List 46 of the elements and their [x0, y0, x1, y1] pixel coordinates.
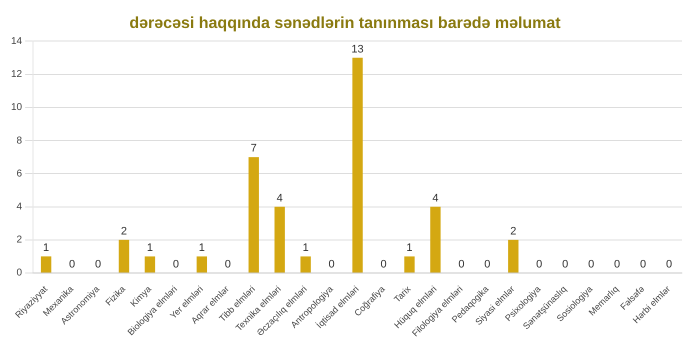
bar	[300, 256, 311, 272]
data-label: 0	[640, 258, 646, 271]
y-tick-label: 6	[16, 168, 23, 180]
data-label: 4	[432, 192, 438, 204]
bar	[118, 240, 130, 272]
x-tick-label: Tarix	[392, 284, 413, 304]
data-label: 0	[484, 258, 490, 271]
bar	[248, 157, 259, 272]
y-tick-label: 12	[11, 69, 23, 80]
data-label: 0	[68, 258, 76, 271]
data-label: 0	[380, 258, 387, 271]
data-label: 13	[351, 43, 364, 56]
data-label: 2	[510, 225, 516, 238]
data-label: 0	[328, 258, 335, 271]
data-label: 0	[458, 258, 464, 271]
data-label: 2	[120, 225, 128, 238]
bar	[404, 256, 415, 272]
data-label: 0	[588, 258, 594, 271]
data-label: 0	[172, 258, 179, 271]
data-label: 4	[276, 192, 283, 204]
y-tick-label: 10	[11, 102, 23, 114]
bar	[40, 256, 52, 272]
data-label: 7	[250, 142, 257, 155]
data-label: 0	[614, 258, 620, 271]
data-label: 1	[146, 242, 153, 254]
data-label: 1	[406, 242, 413, 254]
data-label: 1	[43, 242, 50, 254]
y-tick-label: 8	[16, 135, 23, 146]
y-tick-label: 2	[16, 234, 23, 246]
bar	[430, 206, 441, 272]
bar	[196, 256, 208, 272]
data-label: 0	[562, 258, 568, 271]
y-tick-label: 14	[11, 36, 23, 47]
bar	[274, 206, 285, 272]
data-label: 0	[666, 258, 672, 271]
chart-title: dərəcəsi haqqında sənədlərin tanınması barədə məlumat	[129, 15, 562, 32]
data-label: 0	[94, 258, 102, 271]
y-tick-label: 4	[16, 202, 23, 212]
data-label: 1	[198, 242, 205, 254]
bar	[352, 58, 363, 272]
bar	[508, 240, 518, 272]
data-label: 1	[302, 242, 309, 254]
data-label: 0	[536, 258, 542, 271]
data-label: 0	[224, 258, 231, 271]
y-tick-label: 0	[16, 268, 23, 279]
bar	[144, 256, 156, 272]
